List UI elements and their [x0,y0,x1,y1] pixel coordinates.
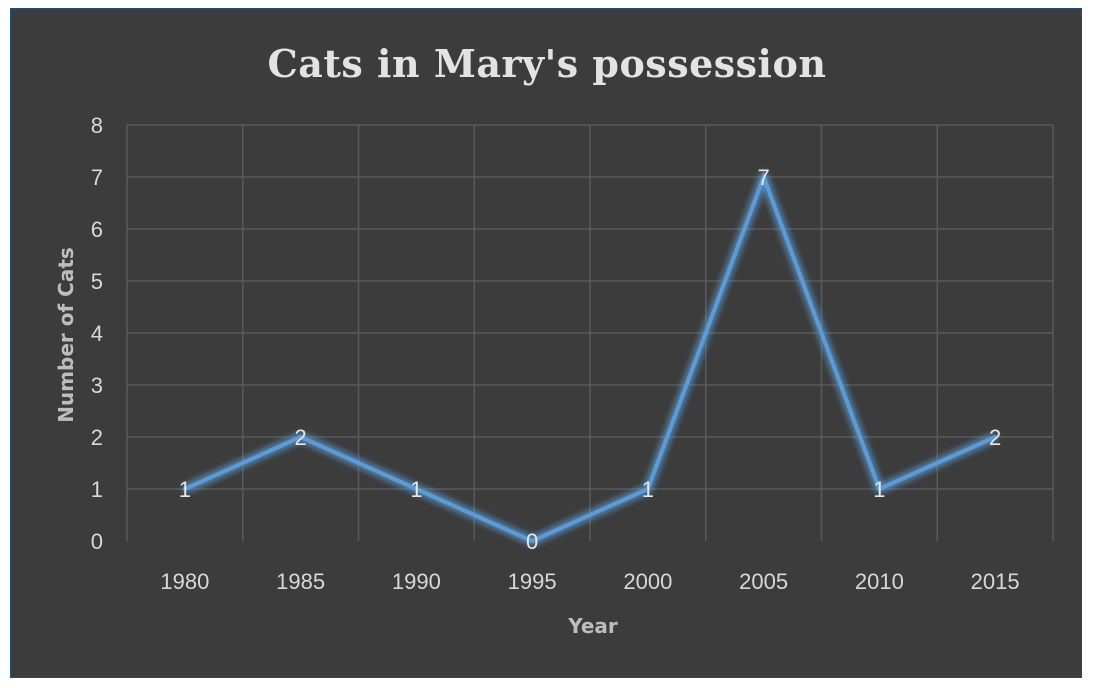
x-tick-label: 1995 [508,569,557,594]
x-tick-label: 1980 [160,569,209,594]
y-tick-label: 7 [91,165,103,190]
data-label: 2 [295,425,307,450]
data-point [530,539,535,543]
data-label: 2 [989,425,1001,450]
x-tick-label: 1985 [276,569,325,594]
chart-frame: Cats in Mary's possession 0 1 2 3 4 5 6 7 8 1980 1… [10,8,1082,678]
x-axis-label: Year [567,614,618,638]
data-point [993,435,998,439]
data-point [298,435,303,439]
data-point [877,487,882,491]
data-label: 1 [873,477,885,502]
series-line [184,171,996,544]
data-label: 1 [642,477,654,502]
data-label: 1 [410,477,422,502]
y-tick-label: 8 [91,113,103,138]
data-point [645,487,650,491]
y-axis-label: Number of Cats [54,247,78,423]
x-tick-label: 2010 [855,569,904,594]
y-tick-label: 6 [91,217,103,242]
chart-title: Cats in Mary's possession [267,41,827,86]
y-tick-label: 4 [91,321,103,346]
data-label: 1 [179,477,191,502]
y-tick-label: 0 [91,529,103,554]
y-tick-label: 3 [91,373,103,398]
data-point [414,487,419,491]
data-label: 0 [526,529,538,554]
y-tick-label: 5 [91,269,103,294]
data-point [761,175,766,179]
x-tick-label: 1990 [392,569,441,594]
y-tick-label: 2 [91,425,103,450]
data-label: 7 [758,165,770,190]
data-point [182,487,187,491]
y-tick-label: 1 [91,477,103,502]
series [182,171,998,544]
x-tick-label: 2000 [623,569,672,594]
x-tick-label: 2005 [739,569,788,594]
gridlines [126,124,1054,541]
data-labels: 1 2 1 0 1 7 1 2 [179,165,1002,554]
x-tick-label: 2015 [971,569,1020,594]
